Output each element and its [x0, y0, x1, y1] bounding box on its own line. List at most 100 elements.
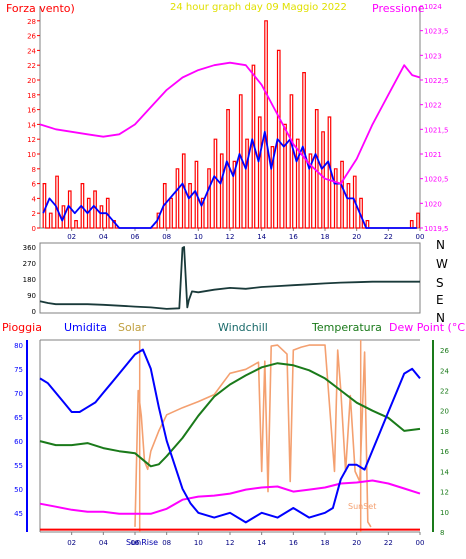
- temperature-legend-label: Temperatura: [311, 321, 382, 334]
- wind-tick-label: 16: [27, 107, 36, 115]
- rain-legend-label: Pioggia: [2, 321, 42, 334]
- hour-tick-label-bottom: 10: [194, 539, 203, 547]
- hour-tick-label: 02: [67, 233, 76, 241]
- hour-tick-label: 12: [226, 233, 235, 241]
- chart-marks: 02468101214161820222426281019,510201020,…: [14, 3, 449, 547]
- hour-tick-label-bottom: 08: [162, 539, 171, 547]
- wind-axis-title: Forza vento): [6, 2, 75, 15]
- top-panel-frame: [39, 6, 421, 229]
- dewpoint-legend-label: Dew Point (°C): [389, 321, 466, 334]
- direction-tick-label: 180: [23, 276, 36, 284]
- hour-tick-label: 10: [194, 233, 203, 241]
- solar-series: [134, 344, 372, 528]
- wind-tick-label: 18: [27, 92, 36, 100]
- hour-tick-label-bottom: 12: [226, 539, 235, 547]
- hour-tick-label: 06: [131, 233, 140, 241]
- temperature-tick-label: 22: [440, 388, 449, 396]
- wind-tick-label: 8: [32, 166, 36, 174]
- pressure-tick-label: 1019,5: [424, 225, 449, 233]
- hour-tick-label-bottom: 18: [321, 539, 330, 547]
- windchill-legend-label: Windchill: [218, 321, 268, 334]
- sunrise-label: SunRise: [126, 538, 158, 547]
- humidity-series: [39, 348, 421, 524]
- direction-tick-label: 270: [23, 260, 36, 268]
- wind-tick-label: 28: [27, 18, 36, 26]
- wind-gust-series: [42, 20, 420, 229]
- direction-tick-label: 90: [27, 292, 36, 300]
- wind-tick-label: 14: [27, 121, 36, 129]
- wind-tick-label: 26: [27, 33, 36, 41]
- pressure-tick-label: 1020: [424, 200, 442, 208]
- hour-tick-label-bottom: 04: [99, 539, 108, 547]
- temperature-series: [39, 362, 421, 468]
- hour-tick-label: 22: [384, 233, 393, 241]
- wind-tick-label: 0: [32, 225, 36, 233]
- solar-legend-label: Solar: [118, 321, 147, 334]
- pressure-tick-label: 1022: [424, 102, 442, 110]
- pressure-tick-label: 1021,5: [424, 126, 449, 134]
- hour-tick-label: 04: [99, 233, 108, 241]
- temperature-tick-label: 12: [440, 489, 449, 497]
- hour-tick-label: 08: [162, 233, 171, 241]
- temperature-tick-label: 26: [440, 347, 449, 355]
- pressure-axis-title: Pressione: [372, 2, 425, 15]
- humidity-tick-label: 45: [14, 510, 23, 518]
- humidity-tick-label: 50: [14, 486, 23, 494]
- temperature-tick-label: 24: [440, 367, 449, 375]
- wind-tick-label: 2: [32, 210, 36, 218]
- pressure-tick-label: 1023,5: [424, 28, 449, 36]
- humidity-tick-label: 55: [14, 462, 23, 470]
- temperature-tick-label: 10: [440, 509, 449, 517]
- compass-s: S: [436, 276, 444, 290]
- hour-tick-label-bottom: 20: [352, 539, 361, 547]
- direction-tick-label: 0: [32, 308, 36, 316]
- compass-n-bottom: N: [436, 311, 445, 325]
- pressure-tick-label: 1020,5: [424, 176, 449, 184]
- wind-tick-label: 22: [27, 62, 36, 70]
- humidity-tick-label: 75: [14, 366, 23, 374]
- pressure-series: [39, 61, 421, 185]
- temperature-tick-label: 14: [440, 468, 449, 476]
- wind-tick-label: 10: [27, 151, 36, 159]
- humidity-tick-label: 80: [14, 342, 23, 350]
- humidity-tick-label: 70: [14, 390, 23, 398]
- wind-tick-label: 24: [27, 47, 36, 55]
- wind-tick-label: 6: [32, 181, 37, 189]
- hour-tick-label-bottom: 16: [289, 539, 298, 547]
- hour-tick-label: 00: [416, 233, 425, 241]
- wind-direction-series: [39, 246, 420, 310]
- temperature-tick-label: 16: [440, 448, 449, 456]
- temperature-axis-bar: [432, 340, 434, 532]
- hour-tick-label: 20: [352, 233, 361, 241]
- humidity-tick-label: 60: [14, 438, 23, 446]
- sunset-label: SunSet: [348, 502, 376, 511]
- temperature-tick-label: 8: [440, 529, 444, 537]
- temperature-tick-label: 20: [440, 408, 449, 416]
- pressure-tick-label: 1022,5: [424, 77, 449, 85]
- pressure-tick-label: 1021: [424, 151, 442, 159]
- hour-tick-label-bottom: 06: [131, 539, 140, 547]
- humidity-tick-label: 65: [14, 414, 23, 422]
- wind-average-series: [42, 130, 417, 229]
- hour-tick-label-bottom: 00: [416, 539, 425, 547]
- compass-n-top: N: [436, 238, 445, 252]
- hour-tick-label: 14: [257, 233, 266, 241]
- hour-tick-label: 18: [321, 233, 330, 241]
- compass-e: E: [436, 293, 444, 307]
- humidity-axis-bar: [26, 340, 28, 532]
- pressure-tick-label: 1023: [424, 52, 442, 60]
- compass-w: W: [436, 257, 448, 271]
- compass-labels: N W S E N: [436, 238, 448, 325]
- pressure-tick-label: 1024: [424, 3, 442, 11]
- wind-tick-label: 4: [32, 195, 37, 203]
- wind-tick-label: 20: [27, 77, 36, 85]
- temperature-tick-label: 18: [440, 428, 449, 436]
- direction-tick-label: 360: [23, 244, 36, 252]
- hour-tick-label-bottom: 02: [67, 539, 76, 547]
- humidity-legend-label: Umidita: [64, 321, 107, 334]
- hour-tick-label-bottom: 22: [384, 539, 393, 547]
- graph-date-title: 24 hour graph day 09 Maggio 2022: [170, 2, 347, 13]
- dewpoint-series: [39, 479, 421, 515]
